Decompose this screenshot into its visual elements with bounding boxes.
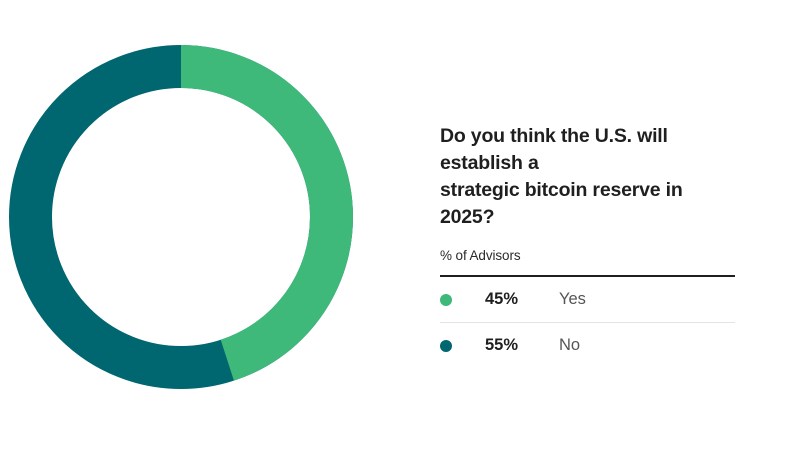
chart-title-line-2: strategic bitcoin reserve in 2025? <box>440 179 683 228</box>
legend-value-yes: 45% <box>485 290 519 308</box>
legend-value-no: 55% <box>485 336 519 354</box>
legend-panel: Do you think the U.S. will establish a s… <box>440 123 735 368</box>
legend-item-no: 55% No <box>440 322 735 368</box>
donut-segment-yes[interactable] <box>9 45 353 389</box>
legend-item-yes: 45% Yes <box>440 277 735 322</box>
legend-label-no: No <box>559 336 581 354</box>
legend-divider <box>440 275 735 277</box>
chart-subtitle: % of Advisors <box>440 248 521 263</box>
chart-title-line-1: Do you think the U.S. will establish a <box>440 125 668 174</box>
legend-dot-no-icon <box>440 339 452 352</box>
chart-title: Do you think the U.S. will establish a s… <box>440 123 735 231</box>
legend-label-yes: Yes <box>559 290 586 308</box>
legend-dot-yes-icon <box>440 293 452 306</box>
